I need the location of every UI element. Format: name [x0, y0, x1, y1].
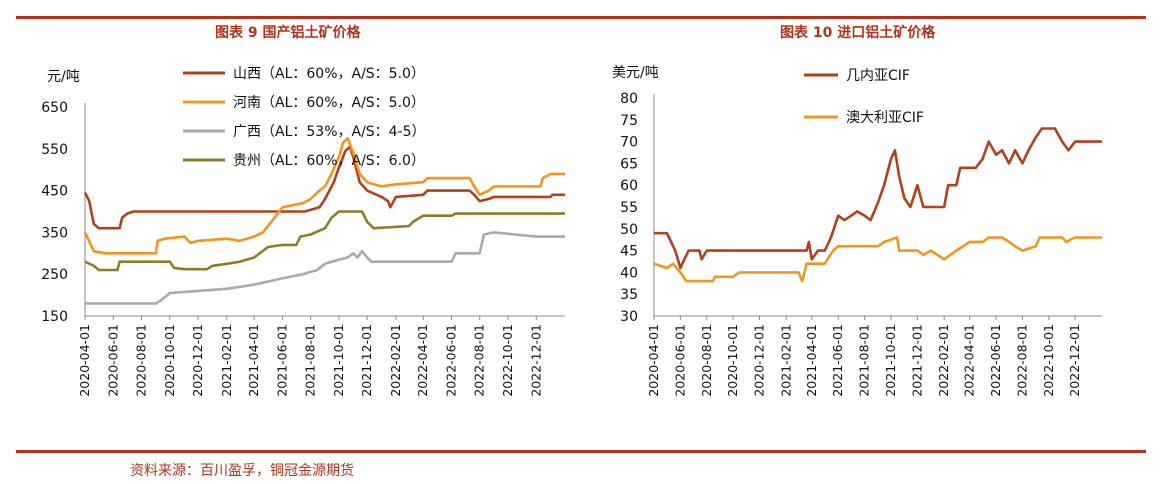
series-line-1	[653, 236, 1102, 283]
chart-2-ylabel: 美元/吨	[612, 65, 659, 81]
x-tick-label: 2021-02-01	[219, 324, 234, 397]
legend-label-3: 贵州（AL：60%，A/S：6.0）	[233, 153, 425, 169]
y-tick-label: 35	[620, 287, 638, 303]
x-tick-label: 2020-10-01	[162, 324, 177, 397]
y-tick-label: 30	[620, 309, 638, 325]
y-tick-label: 60	[620, 178, 638, 194]
y-tick-label: 50	[620, 222, 638, 238]
top-rule	[16, 16, 1146, 19]
series-line-0	[654, 127, 1102, 270]
series-line-3	[84, 210, 565, 272]
x-tick-label: 2021-08-01	[857, 324, 872, 397]
x-tick-label: 2020-08-01	[134, 324, 149, 397]
imported-bauxite-price-chart: 30 35 40 45 50 55 60 65 70 75 80 2020-04-01 2020-06-…	[620, 68, 1102, 397]
legend-label-0: 几内亚CIF	[846, 68, 910, 84]
x-tick-label: 2021-12-01	[359, 324, 374, 397]
x-tick-label: 2021-10-01	[883, 324, 898, 397]
domestic-bauxite-price-chart: 150 250 350 450 550 650 2020-04-01 2020-06-01 20…	[41, 66, 565, 397]
y-tick-label: 450	[41, 184, 68, 200]
x-tick-label: 2021-02-01	[778, 324, 793, 397]
x-tick-label: 2022-08-01	[472, 324, 487, 397]
x-tick-label: 2022-02-01	[936, 324, 951, 397]
legend-label-1: 河南（AL：60%，A/S：5.0）	[233, 95, 425, 111]
y-tick-label: 80	[620, 91, 638, 107]
y-tick-label: 250	[41, 267, 68, 283]
x-tick-label: 2020-06-01	[672, 324, 687, 397]
x-tick-label: 2021-06-01	[274, 324, 289, 397]
x-tick-label: 2022-12-01	[528, 324, 543, 397]
x-tick-label: 2021-04-01	[804, 324, 819, 397]
x-tick-label: 2021-04-01	[246, 324, 261, 397]
y-tick-label: 150	[41, 309, 68, 325]
x-tick-label: 2022-10-01	[1041, 324, 1056, 397]
y-tick-label: 350	[41, 225, 68, 241]
chart-2-title: 图表 10 进口铝土矿价格	[780, 25, 936, 41]
x-tick-label: 2021-08-01	[303, 324, 318, 397]
chart-1-ylabel: 元/吨	[47, 69, 80, 85]
x-tick-label: 2022-04-01	[415, 324, 430, 397]
x-tick-label: 2020-06-01	[105, 324, 120, 397]
x-tick-label: 2022-06-01	[988, 324, 1003, 397]
legend-label-2: 广西（AL：53%，A/S：4-5）	[233, 124, 426, 140]
x-tick-label: 2022-10-01	[500, 324, 515, 397]
chart-1-title: 图表 9 国产铝土矿价格	[215, 25, 361, 41]
series-line-1	[83, 137, 565, 255]
x-tick-label: 2020-08-01	[699, 324, 714, 397]
x-tick-label: 2022-08-01	[1014, 324, 1029, 397]
bottom-rule	[16, 450, 1146, 453]
y-tick-label: 75	[620, 113, 638, 129]
y-tick-label: 70	[620, 135, 638, 151]
y-tick-label: 65	[620, 156, 638, 172]
y-tick-label: 45	[620, 244, 638, 260]
x-tick-label: 2020-10-01	[725, 324, 740, 397]
x-tick-label: 2022-12-01	[1067, 324, 1082, 397]
legend-label-0: 山西（AL：60%，A/S：5.0）	[233, 66, 425, 82]
x-tick-label: 2020-04-01	[77, 324, 92, 397]
y-tick-label: 550	[41, 142, 68, 158]
x-tick-label: 2021-12-01	[909, 324, 924, 397]
source-note: 资料来源：百川盈孚，铜冠金源期货	[130, 463, 354, 479]
x-tick-label: 2022-02-01	[388, 324, 403, 397]
x-tick-label: 2022-04-01	[962, 324, 977, 397]
x-tick-label: 2022-06-01	[443, 324, 458, 397]
x-tick-label: 2020-12-01	[752, 324, 767, 397]
legend-label-1: 澳大利亚CIF	[846, 110, 924, 126]
x-tick-label: 2021-06-01	[830, 324, 845, 397]
series-line-0	[83, 145, 565, 230]
y-tick-label: 40	[620, 265, 638, 281]
x-tick-label: 2020-12-01	[190, 324, 205, 397]
x-tick-label: 2021-10-01	[331, 324, 346, 397]
x-tick-label: 2020-04-01	[646, 324, 661, 397]
y-tick-label: 650	[41, 100, 68, 116]
y-tick-label: 55	[620, 200, 638, 216]
series-line-2	[85, 231, 565, 305]
